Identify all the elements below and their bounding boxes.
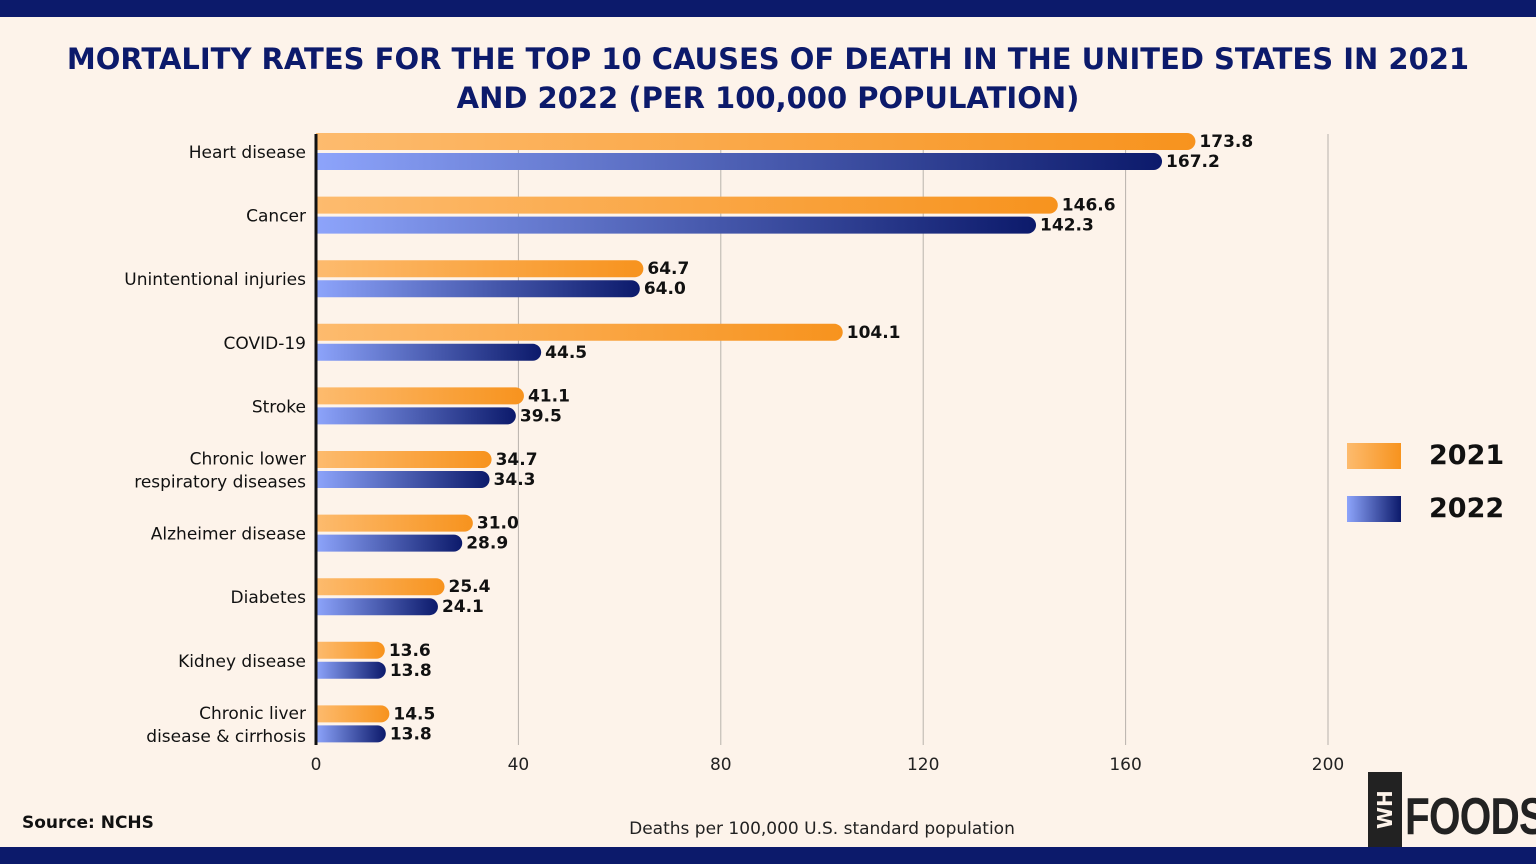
legend-item-2021: 2021 bbox=[1347, 440, 1504, 471]
data-label: 41.1 bbox=[528, 386, 570, 406]
top-band bbox=[0, 0, 1536, 17]
bar-2022 bbox=[316, 471, 490, 488]
bottom-band bbox=[0, 847, 1536, 864]
bar-2022 bbox=[316, 407, 516, 425]
data-label: 39.5 bbox=[520, 406, 562, 426]
category-label: Chronic liver disease & cirrhosis bbox=[146, 704, 306, 747]
source-note: Source: NCHS bbox=[22, 813, 154, 833]
data-label: 64.7 bbox=[647, 259, 689, 279]
data-label: 28.9 bbox=[466, 534, 508, 554]
data-label: 44.5 bbox=[545, 343, 587, 363]
bar-2021 bbox=[316, 514, 473, 532]
x-axis-label: Deaths per 100,000 U.S. standard populat… bbox=[629, 819, 1015, 839]
bar-2022 bbox=[315, 280, 640, 298]
category-label: Diabetes bbox=[231, 588, 307, 608]
bar-2022 bbox=[316, 661, 386, 679]
bar-2022 bbox=[316, 153, 1163, 170]
bar-2021 bbox=[316, 323, 843, 341]
data-label: 167.2 bbox=[1166, 152, 1220, 172]
legend-item-2022: 2022 bbox=[1347, 493, 1504, 524]
bar-2022 bbox=[316, 534, 463, 552]
category-label: Chronic lower respiratory diseases bbox=[134, 450, 306, 493]
bar-2021 bbox=[316, 387, 524, 405]
bar-2021 bbox=[316, 641, 385, 659]
x-tick-label: 200 bbox=[1312, 755, 1344, 775]
data-label: 13.8 bbox=[390, 724, 432, 744]
data-label: 13.6 bbox=[389, 641, 431, 661]
bar-2021 bbox=[315, 260, 644, 278]
data-label: 25.4 bbox=[449, 577, 491, 597]
bar-2022 bbox=[316, 725, 386, 743]
data-label: 13.8 bbox=[390, 661, 432, 681]
bar-2021 bbox=[316, 133, 1196, 150]
bar-2021 bbox=[316, 578, 445, 596]
data-label: 142.3 bbox=[1040, 216, 1094, 236]
logo-text: FOODS bbox=[1405, 788, 1536, 846]
category-label: Kidney disease bbox=[178, 652, 306, 672]
legend-swatch-2022 bbox=[1347, 495, 1401, 522]
data-label: 34.3 bbox=[494, 470, 536, 490]
data-label: 24.1 bbox=[442, 597, 484, 617]
legend-label-2022: 2022 bbox=[1429, 493, 1505, 524]
chart-title: MORTALITY RATES FOR THE TOP 10 CAUSES OF… bbox=[66, 42, 1470, 115]
data-label: 64.0 bbox=[644, 279, 686, 299]
x-tick-label: 80 bbox=[710, 755, 732, 775]
data-label: 31.0 bbox=[477, 514, 519, 534]
legend-label-2021: 2021 bbox=[1429, 440, 1505, 471]
bar-2021 bbox=[316, 196, 1058, 214]
category-label: Cancer bbox=[246, 207, 306, 227]
bar-2022 bbox=[316, 343, 542, 361]
x-tick-label: 120 bbox=[907, 755, 939, 775]
bar-2021 bbox=[316, 451, 492, 468]
category-label: COVID-19 bbox=[224, 334, 306, 354]
data-label: 146.6 bbox=[1062, 196, 1116, 216]
data-label: 14.5 bbox=[393, 704, 435, 724]
bar-2021 bbox=[316, 705, 390, 723]
category-label: Unintentional injuries bbox=[124, 270, 306, 290]
x-tick-label: 40 bbox=[508, 755, 530, 775]
category-label: Alzheimer disease bbox=[151, 525, 306, 545]
category-label: Stroke bbox=[252, 397, 306, 417]
data-label: 34.7 bbox=[496, 450, 538, 470]
data-label: 104.1 bbox=[847, 323, 901, 343]
logo-mark: WH bbox=[1368, 772, 1402, 847]
data-label: 173.8 bbox=[1199, 132, 1253, 152]
category-label: Heart disease bbox=[189, 143, 306, 163]
legend-swatch-2021 bbox=[1347, 442, 1401, 469]
whfoods-logo: WH FOODS bbox=[1368, 772, 1536, 847]
bar-2022 bbox=[316, 598, 438, 616]
x-tick-label: 0 bbox=[311, 755, 322, 775]
x-tick-label: 160 bbox=[1109, 755, 1141, 775]
bar-2022 bbox=[316, 216, 1037, 234]
